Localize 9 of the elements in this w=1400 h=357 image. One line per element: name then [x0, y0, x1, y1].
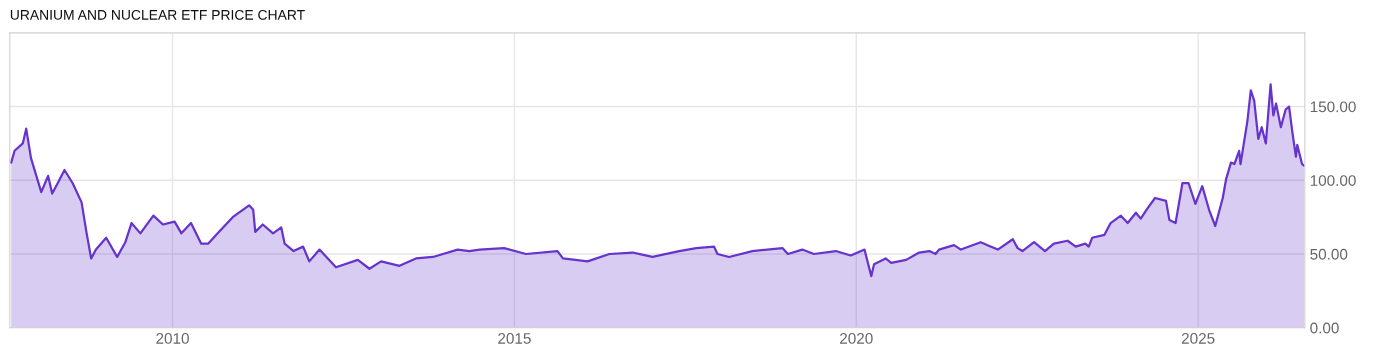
chart-title: URANIUM AND NUCLEAR ETF PRICE CHART	[10, 9, 305, 20]
y-tick-label: 100.00	[1310, 175, 1356, 186]
y-tick-label: 150.00	[1310, 101, 1356, 113]
y-tick-label: 0.00	[1310, 322, 1339, 334]
x-tick-label: 2010	[156, 332, 189, 344]
x-tick-label: 2015	[498, 332, 531, 344]
y-tick-label: 50.00	[1310, 248, 1348, 260]
x-tick-label: 2025	[1181, 332, 1215, 344]
x-tick-label: 2020	[840, 332, 873, 344]
